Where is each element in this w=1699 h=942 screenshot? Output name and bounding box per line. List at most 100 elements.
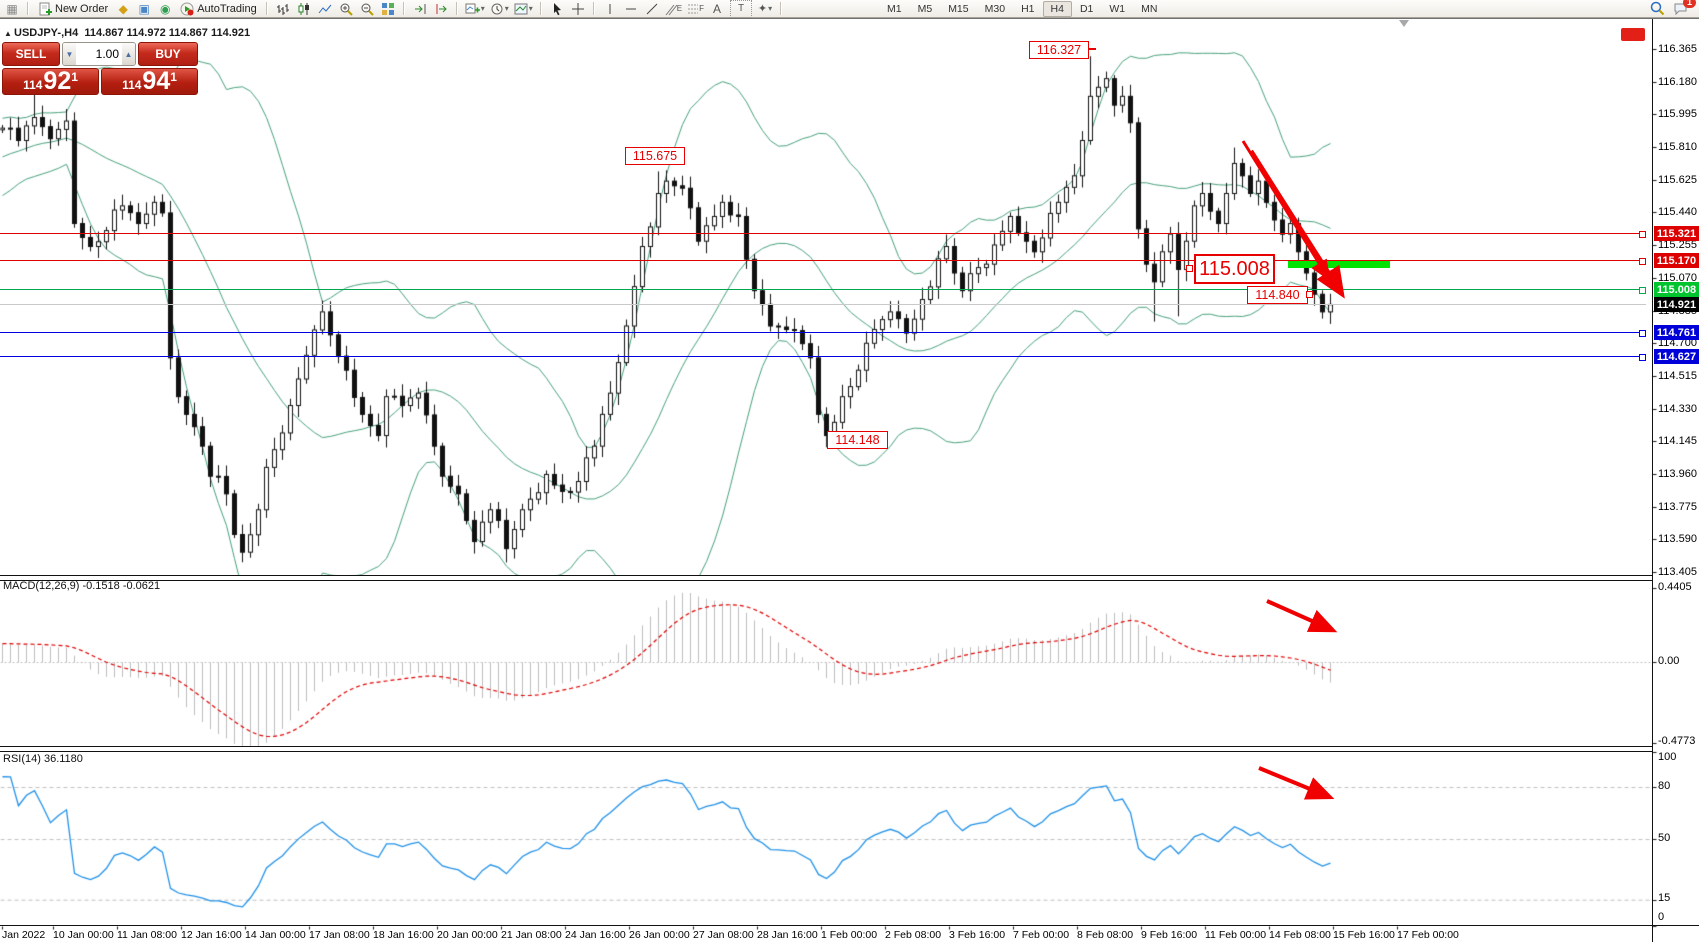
support-zone-highlight[interactable] — [1288, 261, 1390, 268]
panel-separator-macd[interactable] — [0, 575, 1652, 581]
text-label-icon[interactable]: T — [730, 0, 752, 18]
macd-scale-label: -0.4773 — [1658, 735, 1696, 747]
price-axis-tick: 113.405 — [1658, 566, 1697, 578]
notification-badge: 1 — [1682, 0, 1696, 8]
line-handle[interactable] — [1639, 287, 1646, 294]
buy-price-pip: 1 — [170, 70, 177, 84]
alert-marker — [1621, 28, 1645, 41]
price-callout-114148[interactable]: 114.148 — [827, 431, 888, 449]
time-axis-label: 11 Feb 00:00 — [1205, 929, 1267, 941]
horizontal-line-115.008[interactable] — [0, 289, 1646, 290]
buy-button[interactable]: BUY — [138, 42, 198, 66]
price-callout-114840[interactable]: 114.840 — [1247, 286, 1308, 304]
time-axis-label: 28 Jan 16:00 — [757, 929, 818, 941]
line-handle[interactable] — [1639, 231, 1646, 238]
timeframe-button-w1[interactable]: W1 — [1101, 1, 1133, 17]
price-axis-tick: 115.440 — [1658, 206, 1697, 219]
toolbar-separator — [780, 2, 782, 15]
fibonacci-icon[interactable]: F — [687, 1, 704, 17]
new-order-button[interactable]: New Order — [36, 1, 110, 17]
time-axis-label: 24 Jan 16:00 — [565, 929, 626, 941]
callout-handle[interactable] — [1306, 291, 1313, 298]
timeframe-button-m30[interactable]: M30 — [977, 1, 1013, 17]
buy-price-display[interactable]: 114 94 1 — [101, 68, 198, 95]
timeframe-button-d1[interactable]: D1 — [1072, 1, 1101, 17]
time-axis-label: 11 Jan 08:00 — [117, 929, 177, 941]
time-axis-label: 14 Feb 08:00 — [1269, 929, 1331, 941]
timeframe-button-mn[interactable]: MN — [1133, 1, 1165, 17]
fibonacci-glyph: F — [699, 4, 704, 13]
timeframe-button-m15[interactable]: M15 — [940, 1, 976, 17]
volume-increase-button[interactable]: ▲ — [122, 43, 135, 65]
toolbar-separator — [592, 2, 595, 15]
volume-input[interactable] — [76, 43, 122, 65]
volume-decrease-button[interactable]: ▼ — [63, 43, 76, 65]
price-tag-114.921: 114.921 — [1654, 297, 1699, 312]
zoom-out-icon[interactable] — [359, 1, 375, 17]
horizontal-line-icon[interactable] — [623, 1, 639, 17]
indicators-add-icon[interactable]: ▾ — [465, 1, 485, 17]
price-axis-tick: 115.070 — [1658, 271, 1697, 284]
price-callout-115675[interactable]: 115.675 — [625, 147, 685, 165]
line-handle[interactable] — [1639, 330, 1646, 337]
bar-chart-icon[interactable] — [275, 1, 291, 17]
price-axis-tick: 114.700 — [1658, 337, 1697, 350]
cursor-icon[interactable] — [549, 1, 565, 17]
price-tag-115.170: 115.170 — [1654, 253, 1699, 268]
horizontal-line-115.170[interactable] — [0, 260, 1646, 261]
line-handle[interactable] — [1639, 258, 1646, 265]
time-axis-label: 1 Feb 00:00 — [821, 929, 878, 941]
virtual-hosting-icon[interactable]: ▣ — [138, 1, 150, 16]
toolbar-separator — [455, 2, 458, 15]
auto-scroll-icon[interactable] — [412, 1, 428, 17]
tile-windows-icon[interactable] — [380, 1, 396, 17]
time-axis-label: 27 Jan 08:00 — [693, 929, 754, 941]
zoom-in-icon[interactable] — [338, 1, 354, 17]
price-callout-115008[interactable]: 115.008 — [1194, 254, 1275, 284]
price-axis-tick: 116.180 — [1658, 75, 1697, 88]
timeframe-button-m5[interactable]: M5 — [910, 1, 941, 17]
metaeditor-icon[interactable]: ◆ — [118, 1, 128, 16]
line-chart-icon[interactable] — [317, 1, 333, 17]
new-chart-icon[interactable]: ▦ — [6, 1, 18, 16]
callout-handle[interactable] — [1186, 265, 1193, 272]
horizontal-line-114.761[interactable] — [0, 332, 1646, 333]
new-order-label: New Order — [55, 2, 109, 15]
search-icon[interactable] — [1649, 1, 1665, 17]
time-axis-label: 12 Jan 16:00 — [181, 929, 242, 941]
sell-button[interactable]: SELL — [2, 42, 60, 66]
price-axis-tick: 113.960 — [1658, 467, 1697, 480]
templates-icon[interactable]: ▾ — [514, 1, 533, 17]
timeframe-button-m1[interactable]: M1 — [879, 1, 910, 17]
horizontal-line-115.321[interactable] — [0, 233, 1646, 234]
chart-shift-marker[interactable] — [1399, 20, 1409, 27]
community-chat-icon[interactable]: 1 — [1673, 0, 1696, 17]
chart-title-ohlc: USDJPY-,H4 114.867 114.972 114.867 114.9… — [14, 27, 251, 39]
trendline-icon[interactable] — [644, 1, 660, 17]
price-axis-tick: 113.590 — [1658, 533, 1697, 546]
time-axis-label: 10 Jan 00:00 — [53, 929, 114, 941]
line-handle[interactable] — [1639, 354, 1646, 361]
vertical-line-icon[interactable] — [602, 1, 618, 17]
timeframe-button-h4[interactable]: H4 — [1042, 0, 1072, 17]
signals-icon[interactable]: ◉ — [159, 1, 171, 16]
chart-shift-icon[interactable] — [433, 1, 449, 17]
toolbar: ▦ New Order ◆ ▣ ◉ AutoTrading ▾ ▾ ▾ — [0, 0, 1699, 18]
text-icon[interactable]: A — [712, 1, 721, 16]
horizontal-line-114.627[interactable] — [0, 356, 1646, 357]
equidistant-channel-icon[interactable]: E — [665, 1, 682, 17]
timeframe-button-h1[interactable]: H1 — [1013, 1, 1042, 17]
price-tag-114.761: 114.761 — [1654, 325, 1699, 340]
autotrading-button[interactable]: AutoTrading — [178, 1, 259, 17]
crosshair-icon[interactable] — [570, 1, 586, 17]
price-callout-116327[interactable]: 116.327 — [1029, 41, 1089, 59]
candlestick-chart-icon[interactable] — [296, 1, 312, 17]
channel-glyph: E — [676, 4, 683, 13]
panel-separator-rsi[interactable] — [0, 746, 1652, 752]
arrows-tool-icon[interactable]: ✦ ▾ — [757, 3, 773, 15]
sell-price-display[interactable]: 114 92 1 — [2, 68, 99, 95]
periods-icon[interactable]: ▾ — [490, 1, 509, 17]
time-axis-label: 14 Jan 00:00 — [245, 929, 306, 941]
time-axis-label: 7 Feb 00:00 — [1013, 929, 1070, 941]
